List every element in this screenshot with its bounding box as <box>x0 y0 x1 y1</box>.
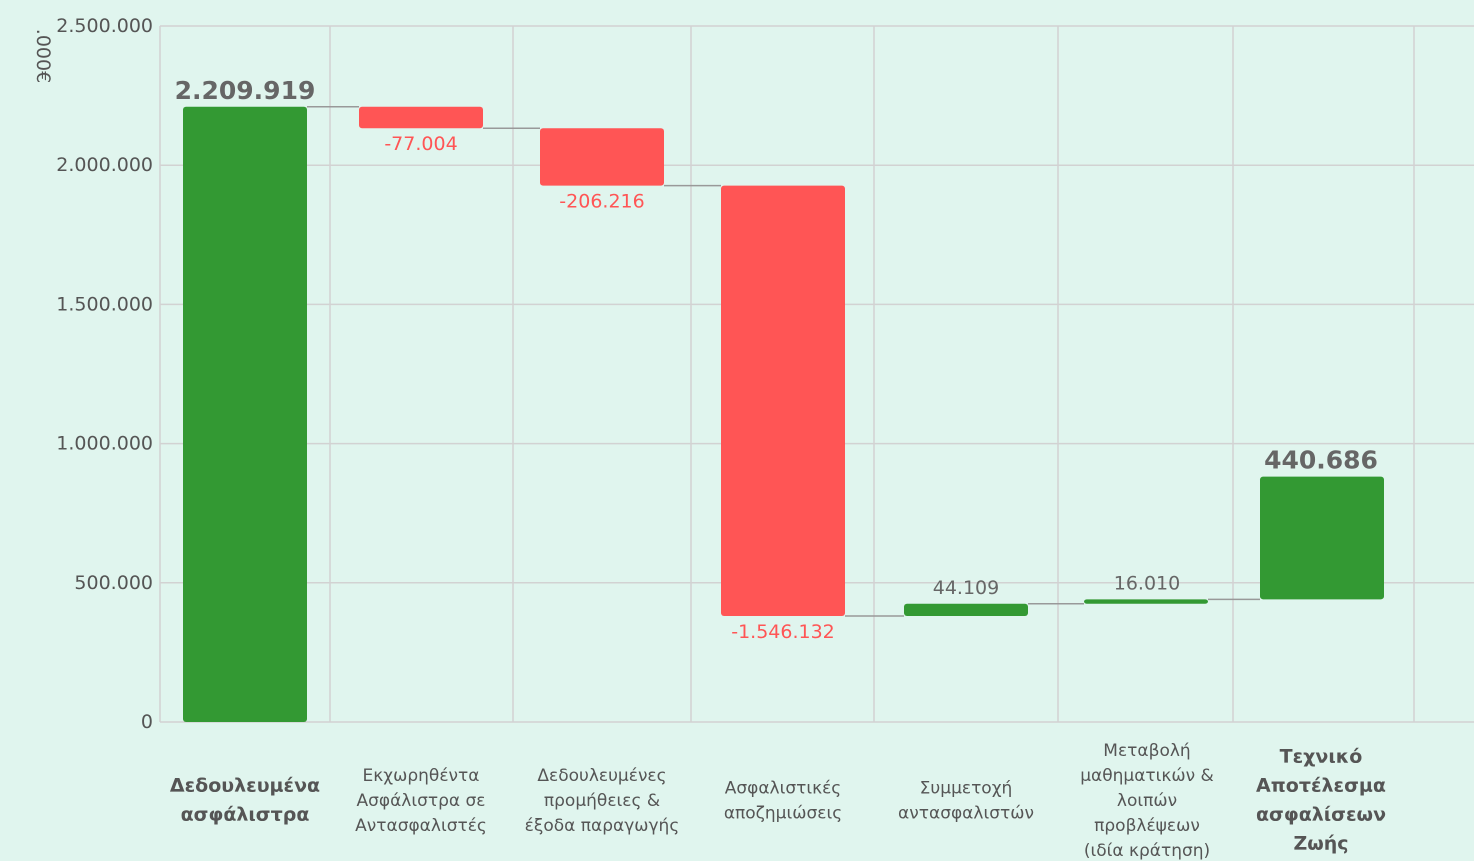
unit-label: .000€ <box>32 29 54 83</box>
bar-4 <box>904 603 1028 617</box>
bar-3 <box>721 185 845 617</box>
x-tick-label-line: Ζωής <box>1293 833 1348 855</box>
data-label-1: -77.004 <box>384 133 457 155</box>
x-tick-label-line: (ιδία κράτηση) <box>1084 841 1210 861</box>
bars <box>183 106 1384 723</box>
x-tick-label-line: προβλέψεων <box>1094 816 1200 836</box>
bar-2 <box>540 128 664 186</box>
bar-5 <box>1084 599 1208 604</box>
x-tick-label: Δεδουλευμένες προμήθειες & έξοδα παραγωγής <box>525 766 680 836</box>
bar-0 <box>183 106 307 723</box>
x-tick-label: Δεδουλευμένα ασφάλιστρα <box>170 775 320 826</box>
x-axis: Δεδουλευμένα ασφάλιστρα Εκχωρηθέντα Ασφάλισ… <box>170 741 1386 861</box>
y-tick-label: 0 <box>141 711 153 733</box>
x-tick-label-line: αποζημιώσεις <box>724 804 842 824</box>
connectors <box>307 106 1260 617</box>
bar-6 <box>1260 476 1384 600</box>
x-tick-label-line: Αντασφαλιστές <box>355 816 487 836</box>
x-tick-label-line: Αποτέλεσμα <box>1256 775 1386 797</box>
x-tick-label: Εκχωρηθέντα Ασφάλιστρα σε Αντασφαλιστές <box>355 766 487 836</box>
y-axis: 0 500.000 1.000.000 1.500.000 2.000.000 2.500… <box>56 15 153 733</box>
data-label-4: 44.109 <box>933 577 999 599</box>
x-tick-label-line: Τεχνικό <box>1280 746 1363 768</box>
data-label-6: 440.686 <box>1264 446 1378 475</box>
x-tick-label-line: Εκχωρηθέντα <box>363 766 480 786</box>
data-labels: 2.209.919 -77.004 -206.216 -1.546.132 44.109… <box>175 76 1378 643</box>
x-tick-label: Συμμετοχή αντασφαλιστών <box>898 779 1034 824</box>
x-tick-label-line: έξοδα παραγωγής <box>525 816 680 836</box>
y-tick-label: 500.000 <box>74 572 153 594</box>
grid <box>159 25 1474 723</box>
x-tick-label: Μεταβολή μαθηματικών & λοιπών προβλέψεων (ιδ… <box>1080 741 1214 861</box>
x-tick-label-line: μαθηματικών & <box>1080 766 1214 786</box>
x-tick-label-line: Δεδουλευμένα <box>170 775 320 797</box>
y-tick-label: 2.500.000 <box>56 15 153 37</box>
x-tick-label-line: Ασφάλιστρα σε <box>356 791 485 811</box>
x-tick-label-line: ασφαλίσεων <box>1256 804 1386 826</box>
x-tick-label: Τεχνικό Αποτέλεσμα ασφαλίσεων Ζωής <box>1256 746 1386 855</box>
x-tick-label-line: Συμμετοχή <box>920 779 1013 799</box>
data-label-3: -1.546.132 <box>731 621 835 643</box>
bar-1 <box>359 106 483 129</box>
x-tick-label-line: προμήθειες & <box>544 791 660 811</box>
data-label-2: -206.216 <box>559 191 644 213</box>
x-tick-label-line: ασφάλιστρα <box>181 804 310 826</box>
x-tick-label-line: Ασφαλιστικές <box>725 779 842 799</box>
data-label-0: 2.209.919 <box>175 76 316 105</box>
data-label-5: 16.010 <box>1114 572 1180 594</box>
x-tick-label-line: Δεδουλευμένες <box>537 766 666 786</box>
x-tick-label-line: αντασφαλιστών <box>898 804 1034 824</box>
y-tick-label: 1.000.000 <box>56 433 153 455</box>
x-tick-label-line: Μεταβολή <box>1103 741 1190 761</box>
x-tick-label-line: λοιπών <box>1117 791 1177 811</box>
x-tick-label: Ασφαλιστικές αποζημιώσεις <box>724 779 842 824</box>
y-tick-label: 2.000.000 <box>56 154 153 176</box>
y-tick-label: 1.500.000 <box>56 293 153 315</box>
